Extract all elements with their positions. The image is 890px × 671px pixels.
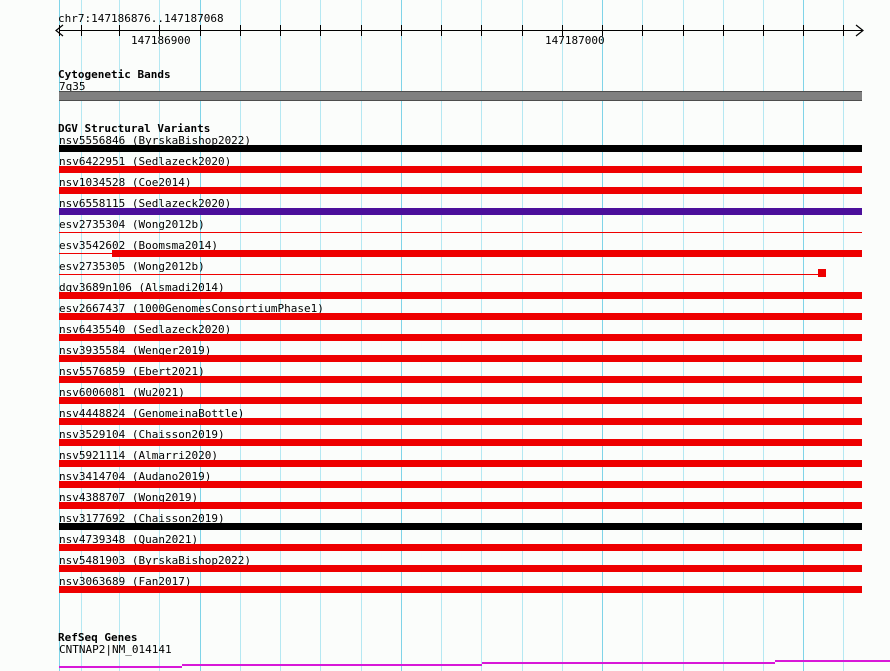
dgv-track-label: nsv4448824 (GenomeinaBottle)	[59, 407, 245, 420]
dgv-variant-bar[interactable]	[59, 208, 862, 215]
dgv-variant-line[interactable]	[59, 253, 112, 254]
arrow-left-icon	[55, 24, 64, 37]
ruler-tick	[723, 25, 724, 36]
ruler-tick	[159, 25, 160, 36]
gene-intron-segment[interactable]	[775, 660, 890, 662]
dgv-track-label: nsv3935584 (Wenger2019)	[59, 344, 212, 357]
ruler-tick	[320, 25, 321, 36]
ruler-tick	[642, 25, 643, 36]
ruler-tick	[361, 25, 362, 36]
dgv-track-label: nsv5556846 (ByrskaBishop2022)	[59, 134, 252, 147]
dgv-variant-bar[interactable]	[59, 502, 862, 509]
dgv-track-label: nsv6435540 (Sedlazeck2020)	[59, 323, 232, 336]
dgv-variant-bar[interactable]	[59, 145, 862, 152]
dgv-variant-bar[interactable]	[59, 523, 862, 530]
ruler-tick	[481, 25, 482, 36]
dgv-track-label: nsv6558115 (Sedlazeck2020)	[59, 197, 232, 210]
dgv-track-label: esv2735305 (Wong2012b)	[59, 260, 205, 273]
ruler-tick	[843, 25, 844, 36]
refseq-gene-label: CNTNAP2|NM_014141	[59, 643, 172, 656]
ruler-tick	[119, 25, 120, 36]
dgv-track-label: nsv3177692 (Chaisson2019)	[59, 512, 225, 525]
dgv-variant-bar[interactable]	[59, 460, 862, 467]
dgv-track-label: esv2735304 (Wong2012b)	[59, 218, 205, 231]
dgv-variant-bar[interactable]	[59, 187, 862, 194]
cytoband-bar[interactable]	[59, 91, 862, 101]
dgv-variant-bar[interactable]	[59, 418, 862, 425]
ruler-tick	[81, 25, 82, 36]
dgv-track-label: nsv3414704 (Audano2019)	[59, 470, 212, 483]
gene-intron-segment[interactable]	[482, 662, 775, 664]
dgv-track-label: nsv5921114 (Almarri2020)	[59, 449, 218, 462]
ruler-tick	[59, 25, 60, 36]
gene-intron-segment[interactable]	[182, 664, 482, 666]
ruler-tick	[200, 25, 201, 36]
section-title-cytogenetic-bands: Cytogenetic Bands	[58, 68, 171, 81]
dgv-variant-line[interactable]	[59, 274, 822, 275]
dgv-variant-bar[interactable]	[59, 355, 862, 362]
section-title-refseq-genes: RefSeq Genes	[58, 631, 138, 644]
dgv-track-label: nsv6422951 (Sedlazeck2020)	[59, 155, 232, 168]
dgv-variant-bar[interactable]	[112, 250, 862, 257]
dgv-track-label: nsv5481903 (ByrskaBishop2022)	[59, 554, 252, 567]
dgv-variant-bar[interactable]	[59, 376, 862, 383]
dgv-track-label: nsv6006081 (Wu2021)	[59, 386, 185, 399]
dgv-variant-bar[interactable]	[59, 397, 862, 404]
dgv-track-label: esv2667437 (1000GenomesConsortiumPhase1)	[59, 302, 324, 315]
dgv-variant-line[interactable]	[59, 232, 862, 233]
cytoband-label: 7q35	[59, 80, 86, 93]
dgv-track-label: dgv3689n106 (Alsmadi2014)	[59, 281, 225, 294]
ruler-tick	[763, 25, 764, 36]
locus-label: chr7:147186876..147187068	[58, 12, 224, 25]
dgv-track-label: nsv4739348 (Quan2021)	[59, 533, 199, 546]
tick-label-2: 147187000	[545, 34, 605, 47]
ruler-tick	[441, 25, 442, 36]
ruler-tick	[240, 25, 241, 36]
dgv-track-label: esv3542602 (Boomsma2014)	[59, 239, 218, 252]
dgv-track-label: nsv3063689 (Fan2017)	[59, 575, 192, 588]
gene-intron-segment[interactable]	[59, 666, 182, 668]
dgv-variant-bar[interactable]	[59, 166, 862, 173]
ruler-tick	[280, 25, 281, 36]
ruler-tick	[401, 25, 402, 36]
dgv-variant-bar[interactable]	[59, 544, 862, 551]
arrow-right-icon	[854, 24, 864, 37]
dgv-variant-bar[interactable]	[59, 586, 862, 593]
ruler-tick	[683, 25, 684, 36]
dgv-track-label: nsv4388707 (Wong2019)	[59, 491, 199, 504]
dgv-variant-bar[interactable]	[59, 292, 862, 299]
ruler-tick	[562, 25, 563, 36]
dgv-variant-marker[interactable]	[818, 269, 826, 277]
dgv-variant-bar[interactable]	[59, 334, 862, 341]
ruler-tick	[522, 25, 523, 36]
tick-label-1: 147186900	[131, 34, 191, 47]
dgv-track-label: nsv1034528 (Coe2014)	[59, 176, 192, 189]
ruler-tick	[602, 25, 603, 36]
ruler-tick	[803, 25, 804, 36]
dgv-variant-bar[interactable]	[59, 481, 862, 488]
dgv-track-label: nsv5576859 (Ebert2021)	[59, 365, 205, 378]
dgv-variant-bar[interactable]	[59, 565, 862, 572]
section-title-dgv-structural-variants: DGV Structural Variants	[58, 122, 211, 135]
dgv-variant-bar[interactable]	[59, 313, 862, 320]
dgv-track-label: nsv3529104 (Chaisson2019)	[59, 428, 225, 441]
dgv-variant-bar[interactable]	[59, 439, 862, 446]
ruler-axis	[59, 30, 862, 31]
